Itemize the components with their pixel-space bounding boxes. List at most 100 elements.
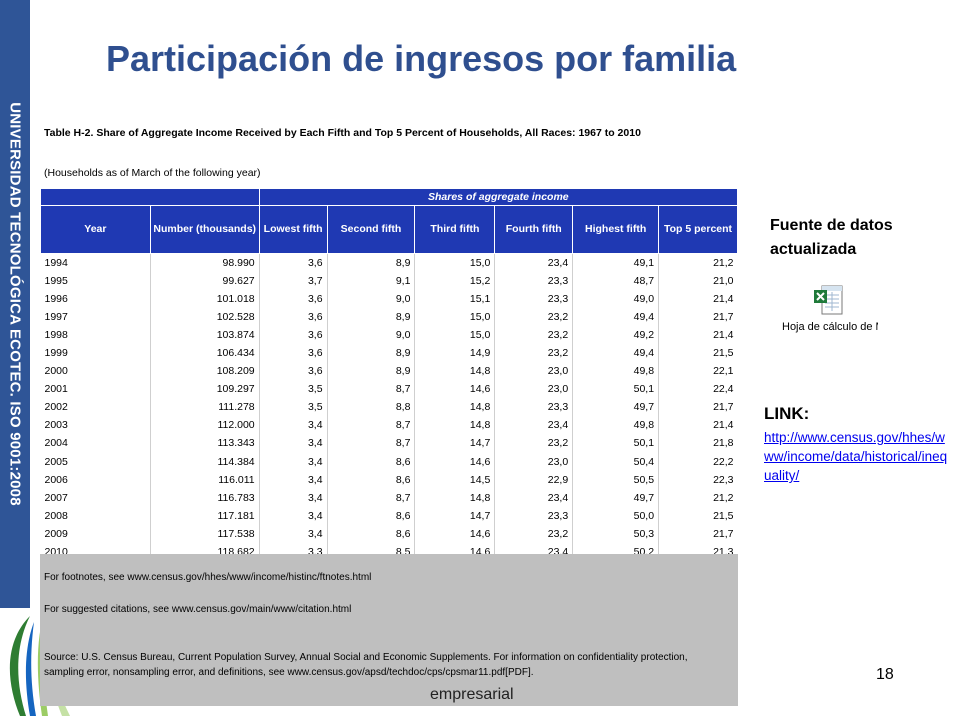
table-cell: 3,6	[258, 253, 328, 272]
table-cell: 23,3	[494, 506, 573, 525]
table-cell: 23,2	[494, 434, 573, 453]
table-cell: 114.384	[149, 452, 260, 471]
link-label: LINK:	[764, 404, 810, 423]
table-cell: 2004	[44, 437, 68, 450]
table-cell: 8,9	[326, 307, 415, 326]
table-cell: 23,2	[494, 524, 573, 543]
table-row: 2009 117.538 3,4 8,6 14,6 23,2 50,3 21,7	[41, 524, 738, 543]
table-cell: 3,4	[258, 416, 328, 435]
table-cell: 23,4	[494, 488, 573, 507]
table-cell: 1999	[44, 347, 68, 360]
table-cell: 8,9	[326, 253, 415, 272]
table-cell: 14,6	[414, 452, 495, 471]
table-cell: 22,4	[658, 380, 738, 399]
table-cell: 21,2	[658, 488, 738, 507]
table-cell: 15,2	[414, 271, 495, 290]
table-cell: 21,4	[658, 289, 738, 308]
table-cell: 23,0	[494, 452, 573, 471]
table-cell: 15,0	[414, 253, 495, 272]
table-cell: 117.538	[149, 524, 260, 543]
table-notes: For footnotes, see www.census.gov/hhes/w…	[40, 554, 738, 706]
column-header: Top 5 percent	[658, 205, 738, 254]
table-cell: 109.297	[149, 380, 260, 399]
table-cell: 14,8	[414, 488, 495, 507]
table-cell: 3,4	[258, 434, 328, 453]
table-cell: 49,4	[572, 307, 659, 326]
table-cell: 21,8	[658, 434, 738, 453]
table-cell: 49,1	[572, 253, 659, 272]
table-cell: 23,3	[494, 271, 573, 290]
table-cell: 2000	[44, 365, 68, 378]
table-cell: 3,4	[258, 470, 328, 489]
table-cell: 3,6	[258, 289, 328, 308]
table-cell: 14,8	[414, 416, 495, 435]
table-cell: 2001	[44, 383, 68, 396]
table-cell: 113.343	[149, 434, 260, 453]
table-cell: 3,4	[258, 488, 328, 507]
table-cell: 23,4	[494, 416, 573, 435]
table-cell: 8,9	[326, 343, 415, 363]
table-cell: 3,6	[258, 343, 328, 363]
table-cell: 14,7	[414, 434, 495, 453]
table-cell: 21,0	[658, 271, 738, 290]
footer-text: empresarial	[430, 686, 514, 703]
table-cell: 8,9	[326, 362, 415, 381]
table-cell: 50,1	[572, 380, 659, 399]
table-cell: 2003	[44, 419, 68, 432]
table-cell: 1994	[44, 256, 68, 269]
table-cell: 8,7	[326, 416, 415, 435]
embedded-spreadsheet[interactable]: Table H-2. Share of Aggregate Income Rec…	[40, 118, 739, 706]
table-cell: 9,0	[326, 325, 415, 344]
table-cell: 14,8	[414, 398, 495, 417]
table-cell: 3,4	[258, 506, 328, 525]
table-cell: 2005	[44, 455, 68, 468]
table-row: 2003 112.000 3,4 8,7 14,8 23,4 49,8 21,4	[41, 416, 738, 435]
table-cell: 14,5	[414, 470, 495, 489]
table-cell: 3,6	[258, 307, 328, 326]
table-cell: 49,0	[572, 289, 659, 308]
table-cell: 22,3	[658, 470, 738, 489]
table-cell: 21,2	[658, 253, 738, 272]
table-caption: Table H-2. Share of Aggregate Income Rec…	[44, 127, 641, 139]
table-row: 1994 98.990 3,6 8,9 15,0 23,4 49,1 21,2	[41, 253, 738, 272]
table-cell: 23,2	[494, 343, 573, 363]
column-header: Fourth fifth	[494, 205, 574, 254]
table-row: 2005 114.384 3,4 8,6 14,6 23,0 50,4 22,2	[41, 452, 738, 471]
table-row: 2007 116.783 3,4 8,7 14,8 23,4 49,7 21,2	[41, 488, 738, 507]
table-cell: 2007	[44, 491, 68, 504]
table-cell: 21,7	[658, 524, 738, 543]
table-cell: 8,6	[326, 452, 415, 471]
excel-spreadsheet-icon[interactable]	[810, 284, 850, 320]
table-cell: 23,4	[494, 253, 573, 272]
table-cell: 8,7	[326, 488, 415, 507]
table-cell: 8,8	[326, 398, 415, 417]
table-cell: 2009	[44, 527, 68, 540]
table-cell: 9,1	[326, 271, 415, 290]
table-cell: 22,2	[658, 452, 738, 471]
table-cell: 8,6	[326, 524, 415, 543]
table-row: 2008 117.181 3,4 8,6 14,7 23,3 50,0 21,5	[41, 506, 738, 525]
table-cell: 8,7	[326, 380, 415, 399]
group-header-blank	[40, 188, 260, 206]
census-link[interactable]: http://www.census.gov/hhes/www/income/da…	[764, 430, 948, 483]
table-cell: 49,4	[572, 343, 659, 363]
table-cell: 50,1	[572, 434, 659, 453]
table-cell: 3,5	[258, 398, 328, 417]
table-cell: 22,1	[658, 362, 738, 381]
table-cell: 23,2	[494, 307, 573, 326]
citation-text: For suggested citations, see www.census.…	[44, 604, 352, 615]
column-header: Third fifth	[414, 205, 496, 254]
table-cell: 3,5	[258, 380, 328, 399]
table-cell: 101.018	[149, 289, 260, 308]
table-cell: 21,7	[658, 307, 738, 326]
group-header: Shares of aggregate income	[258, 188, 739, 206]
table-cell: 21,4	[658, 416, 738, 435]
table-row: 1999 106.434 3,6 8,9 14,9 23,2 49,4 21,5	[41, 343, 738, 363]
excel-object-caption: Hoja de cálculo de Microsoft Office Exce…	[782, 321, 878, 333]
table-cell: 2008	[44, 509, 68, 522]
table-row: 2000 108.209 3,6 8,9 14,8 23,0 49,8 22,1	[41, 362, 738, 381]
table-cell: 49,2	[572, 325, 659, 344]
table-row: 1995 99.627 3,7 9,1 15,2 23,3 48,7 21,0	[41, 271, 738, 290]
table-row: 2006 116.011 3,4 8,6 14,5 22,9 50,5 22,3	[41, 470, 738, 489]
table-cell: 117.181	[149, 506, 260, 525]
